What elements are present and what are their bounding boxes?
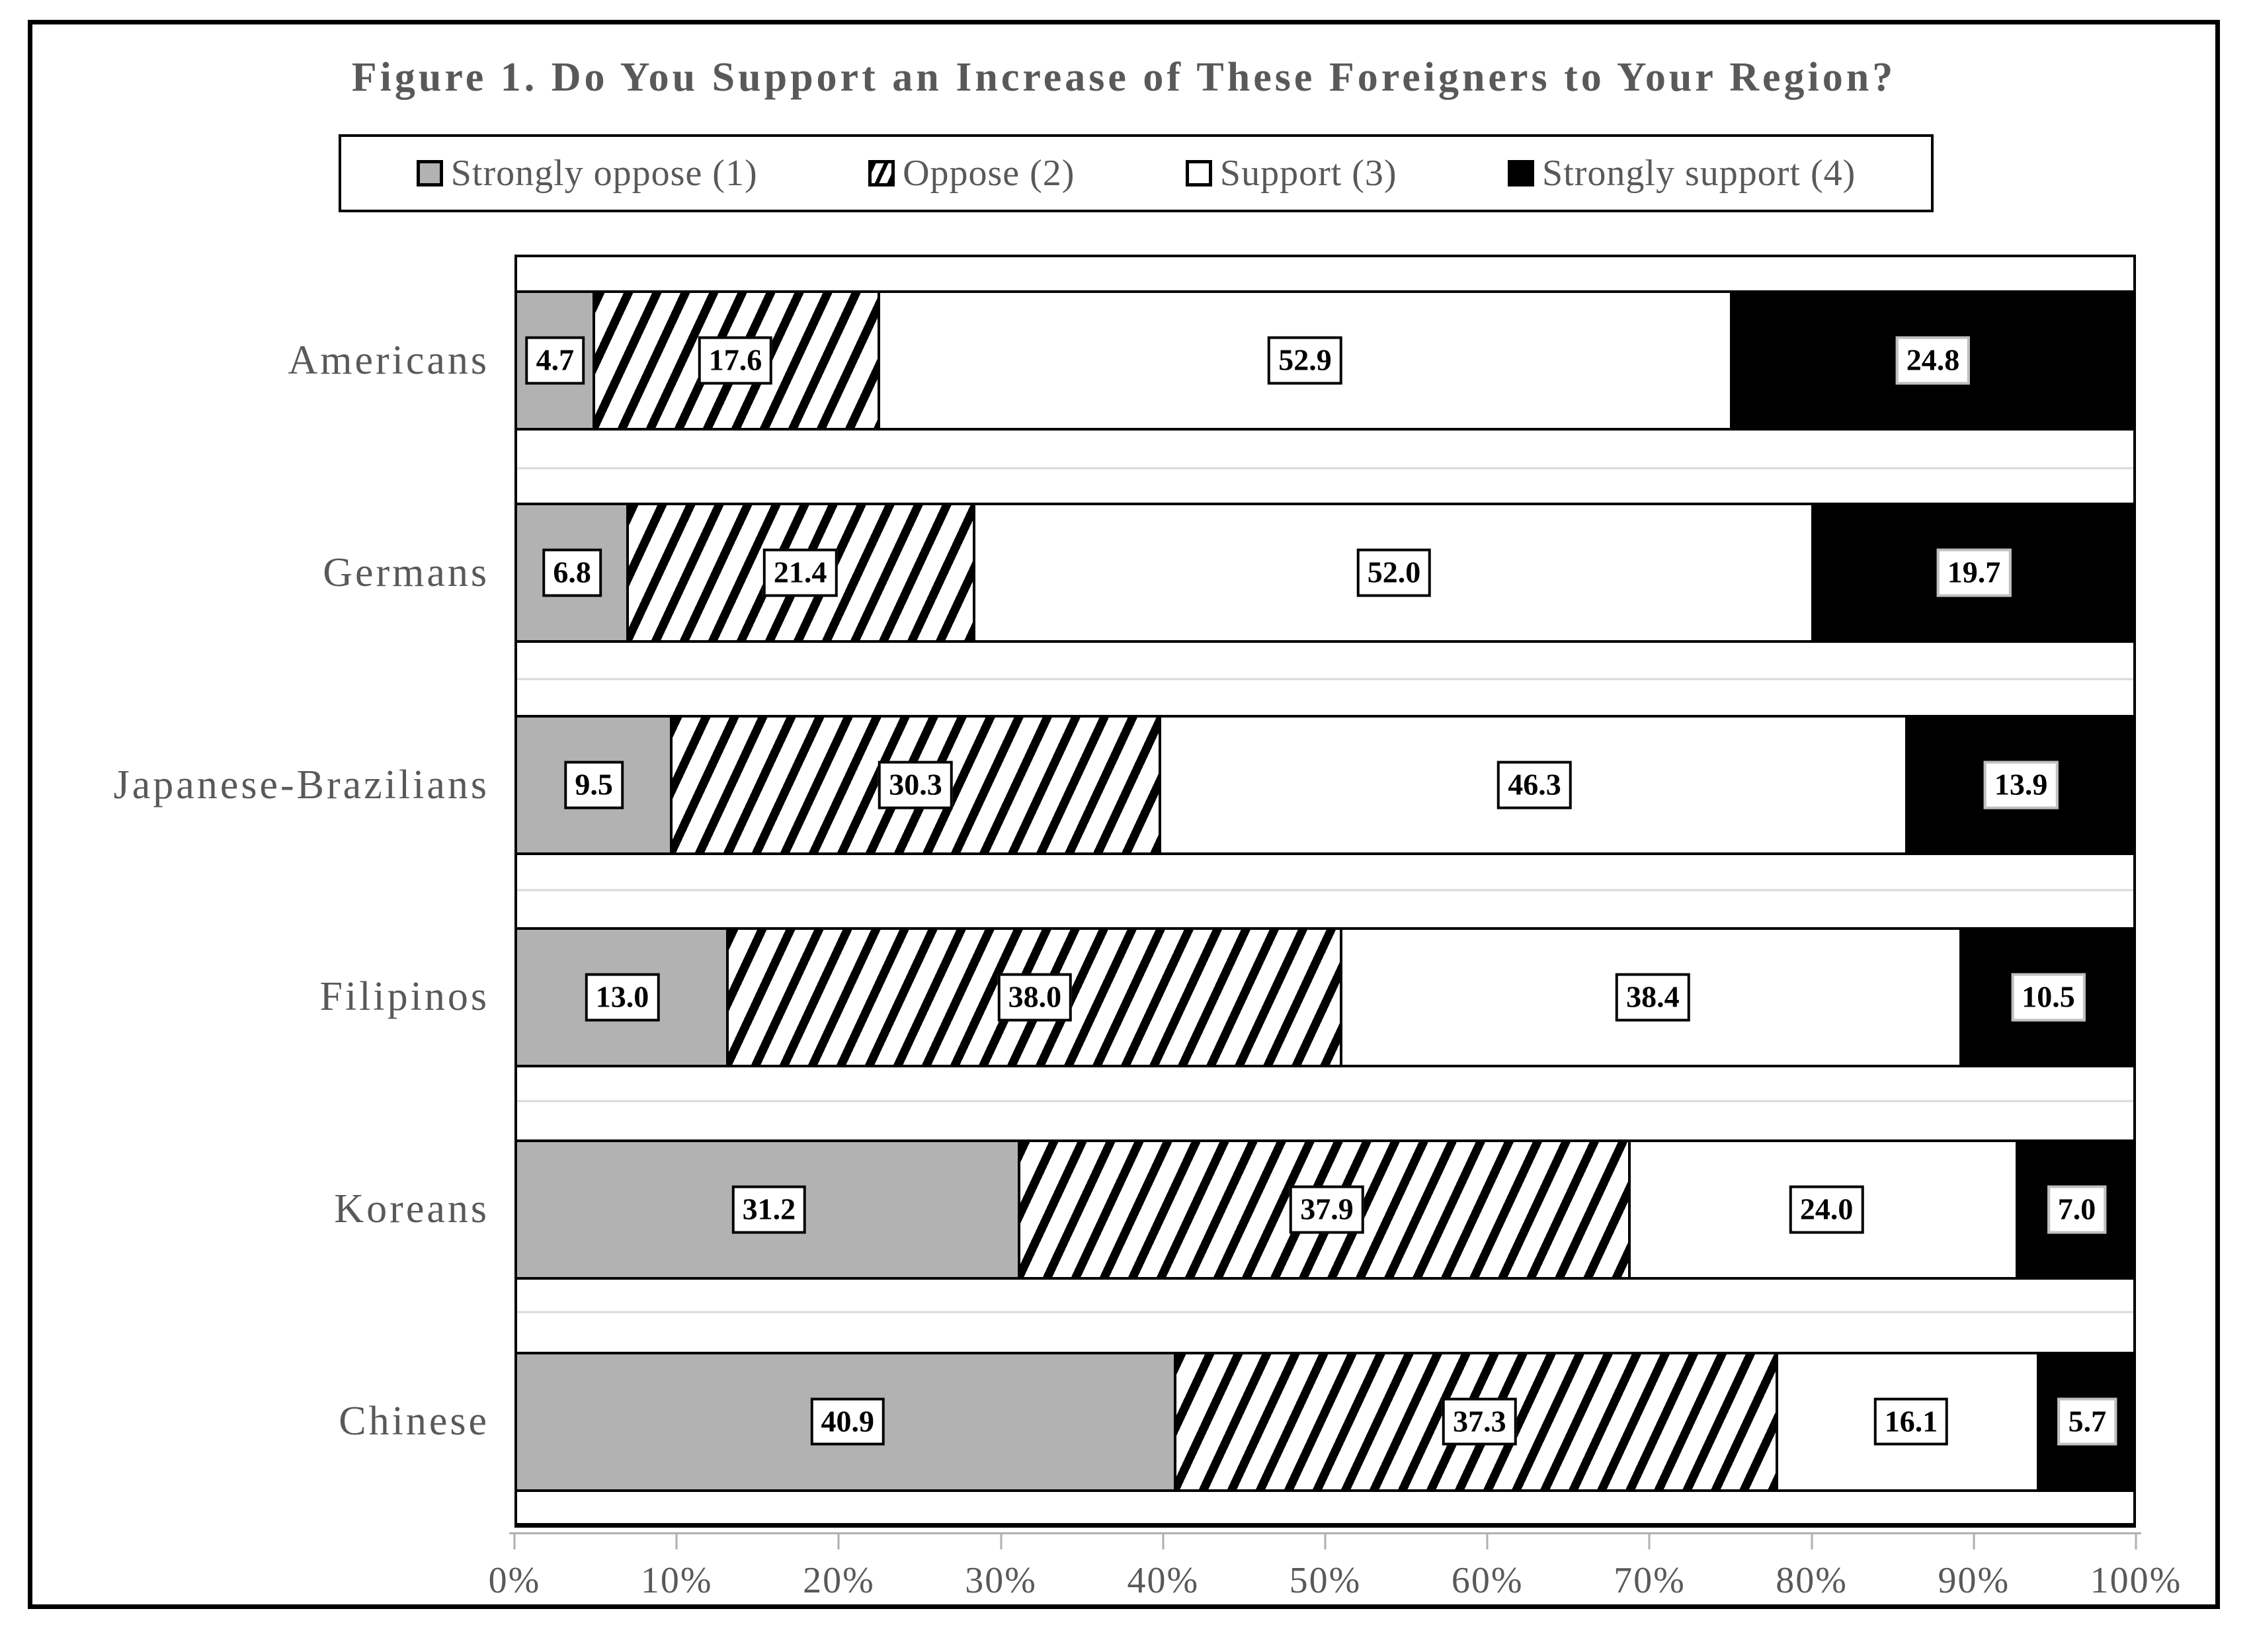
category-row: Koreans 31.2 37.9 24.0 7.0 <box>28 1103 2136 1315</box>
legend-item: Strongly support (4) <box>1508 152 1856 194</box>
legend-label: Oppose (2) <box>903 153 1075 194</box>
axis-tick <box>1324 1532 1327 1549</box>
axis-tick-label: 30% <box>965 1560 1037 1601</box>
axis-tick <box>1973 1532 1975 1549</box>
bar-slot: 31.2 37.9 24.0 7.0 <box>514 1103 2136 1315</box>
stacked-bar: 6.8 21.4 52.0 19.7 <box>514 503 2136 643</box>
legend: Strongly oppose (1) Oppose (2) Support (3)… <box>339 134 1934 212</box>
axis-tick-label: 100% <box>2090 1560 2182 1601</box>
value-label: 24.0 <box>1789 1185 1864 1234</box>
axis-tick <box>513 1532 516 1549</box>
legend-swatch-gray-icon <box>416 160 443 186</box>
category-row: Filipinos 13.0 38.0 38.4 10.5 <box>28 891 2136 1103</box>
chart-title: Figure 1. Do You Support an Increase of … <box>351 55 1897 100</box>
axis-tick-label: 90% <box>1938 1560 2010 1601</box>
stacked-bar: 13.0 38.0 38.4 10.5 <box>514 927 2136 1067</box>
axis-tick <box>837 1532 840 1549</box>
category-row: Japanese-Brazilians 9.5 30.3 46.3 13.9 <box>28 679 2136 891</box>
value-label: 17.6 <box>698 336 773 385</box>
value-label: 13.0 <box>585 973 660 1022</box>
value-label: 4.7 <box>525 336 585 385</box>
bar-slot: 40.9 37.3 16.1 5.7 <box>514 1315 2136 1528</box>
category-row: Americans 4.7 17.6 52.9 24.8 <box>28 255 2136 467</box>
value-label: 5.7 <box>2057 1397 2117 1446</box>
value-label: 7.0 <box>2047 1185 2107 1234</box>
axis-tick <box>1811 1532 1813 1549</box>
axis-tick-label: 40% <box>1127 1560 1200 1601</box>
category-row: Chinese 40.9 37.3 16.1 5.7 <box>28 1315 2136 1528</box>
value-label: 38.4 <box>1616 973 1690 1022</box>
stacked-bar: 31.2 37.9 24.0 7.0 <box>514 1139 2136 1280</box>
bar-slot: 6.8 21.4 52.0 19.7 <box>514 467 2136 679</box>
axis-tick <box>1162 1532 1165 1549</box>
category-label: Americans <box>288 337 489 383</box>
legend-label: Support (3) <box>1219 153 1397 194</box>
legend-swatch-hatch-icon <box>868 160 895 186</box>
axis-tick-label: 60% <box>1451 1560 1524 1601</box>
category-label: Germans <box>323 550 489 595</box>
value-label: 16.1 <box>1873 1397 1949 1446</box>
value-label: 37.3 <box>1442 1397 1517 1446</box>
stacked-bar: 40.9 37.3 16.1 5.7 <box>514 1351 2136 1492</box>
bar-slot: 4.7 17.6 52.9 24.8 <box>514 255 2136 467</box>
axis-tick-label: 70% <box>1614 1560 1686 1601</box>
bar-slot: 13.0 38.0 38.4 10.5 <box>514 891 2136 1103</box>
legend-label: Strongly oppose (1) <box>450 153 758 194</box>
value-label: 21.4 <box>762 548 838 597</box>
bar-slot: 9.5 30.3 46.3 13.9 <box>514 679 2136 891</box>
value-label: 19.7 <box>1936 548 2012 597</box>
category-label: Koreans <box>334 1186 489 1232</box>
x-axis: 0% 10% 20% 30% 40% 50% 60% 70% 80% 90% 100% <box>489 1528 2180 1620</box>
legend-swatch-black-icon <box>1508 160 1535 186</box>
chart-rows: Americans 4.7 17.6 52.9 24.8 Germans 6.8 21.4 52… <box>28 255 2136 1528</box>
value-label: 40.9 <box>810 1397 885 1446</box>
category-label: Filipinos <box>319 974 489 1020</box>
value-label: 13.9 <box>1983 761 2059 809</box>
value-label: 10.5 <box>2011 973 2086 1022</box>
axis-tick-label: 20% <box>803 1560 875 1601</box>
value-label: 6.8 <box>542 548 602 597</box>
legend-item: Oppose (2) <box>868 152 1075 194</box>
category-row: Germans 6.8 21.4 52.0 19.7 <box>28 467 2136 679</box>
legend-label: Strongly support (4) <box>1542 153 1856 194</box>
axis-tick-label: 80% <box>1776 1560 1848 1601</box>
axis-tick <box>1486 1532 1489 1549</box>
value-label: 24.8 <box>1895 336 1971 385</box>
category-label: Chinese <box>339 1399 489 1444</box>
value-label: 52.9 <box>1268 336 1342 385</box>
axis-tick-label: 0% <box>488 1560 541 1601</box>
axis-tick <box>1648 1532 1651 1549</box>
value-label: 38.0 <box>997 973 1073 1022</box>
axis-tick <box>1000 1532 1003 1549</box>
value-label: 52.0 <box>1356 548 1432 597</box>
stacked-bar: 9.5 30.3 46.3 13.9 <box>514 715 2136 856</box>
axis-tick <box>675 1532 678 1549</box>
axis-tick-label: 10% <box>640 1560 713 1601</box>
category-label: Japanese-Brazilians <box>113 762 489 807</box>
legend-item: Strongly oppose (1) <box>416 152 758 194</box>
value-label: 31.2 <box>731 1185 807 1234</box>
axis-tick-label: 50% <box>1289 1560 1362 1601</box>
axis-tick <box>2135 1532 2137 1549</box>
value-label: 30.3 <box>878 761 953 809</box>
value-label: 9.5 <box>564 761 624 809</box>
value-label: 46.3 <box>1497 761 1572 809</box>
stacked-bar: 4.7 17.6 52.9 24.8 <box>514 290 2136 431</box>
value-label: 37.9 <box>1290 1185 1364 1234</box>
legend-item: Support (3) <box>1185 152 1397 194</box>
legend-swatch-white-icon <box>1185 160 1212 186</box>
